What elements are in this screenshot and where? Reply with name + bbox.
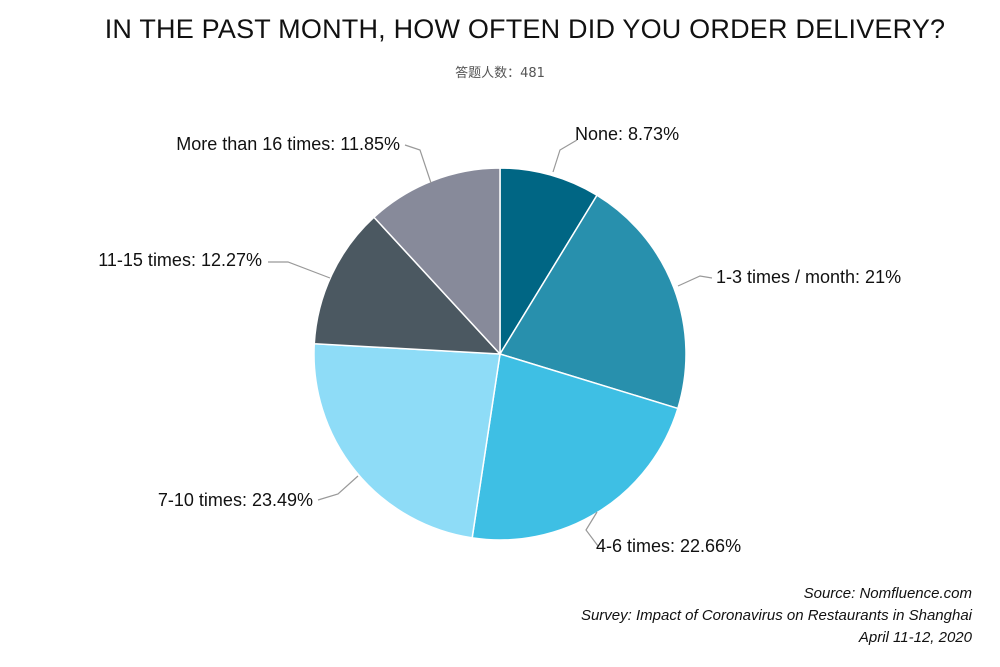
- slice-label: 7-10 times: 23.49%: [158, 490, 313, 510]
- slice-label: More than 16 times: 11.85%: [176, 134, 400, 154]
- pie-slice-4-6-times: [471, 353, 679, 541]
- slice-labels: None: 8.73% 1-3 times / month: 21% 4-6 tim…: [98, 124, 901, 556]
- leader-line: [552, 139, 578, 173]
- pie-slice-7-10-times: [313, 342, 501, 539]
- leader-lines: [268, 139, 713, 547]
- pie-slice-1-3-times-month: [498, 194, 687, 410]
- leader-line: [268, 261, 331, 279]
- survey-line: Survey: Impact of Coronavirus on Restaur…: [580, 607, 972, 624]
- date-line: April 11-12, 2020: [858, 629, 972, 646]
- pie-slices: [313, 167, 687, 541]
- source-note: Source: Nomfluence.com Survey: Impact of…: [581, 583, 972, 649]
- source-line: Source: Nomfluence.com: [803, 585, 972, 602]
- chart-title: IN THE PAST MONTH, HOW OFTEN DID YOU ORD…: [104, 14, 946, 44]
- pie-slice-more-than-16-times: [372, 167, 501, 356]
- pie-slice-11-15-times: [313, 216, 502, 355]
- slice-label: None: 8.73%: [575, 124, 679, 144]
- leader-line: [317, 475, 359, 501]
- slice-label: 1-3 times / month: 21%: [716, 267, 901, 287]
- chart-subtitle: 答题人数：481: [455, 66, 545, 81]
- leader-line: [404, 144, 432, 184]
- slice-label: 4-6 times: 22.66%: [596, 536, 741, 556]
- slice-label: 11-15 times: 12.27%: [98, 250, 262, 270]
- leader-line: [585, 511, 599, 547]
- pie-slice-none: [499, 167, 599, 357]
- leader-line: [677, 275, 713, 287]
